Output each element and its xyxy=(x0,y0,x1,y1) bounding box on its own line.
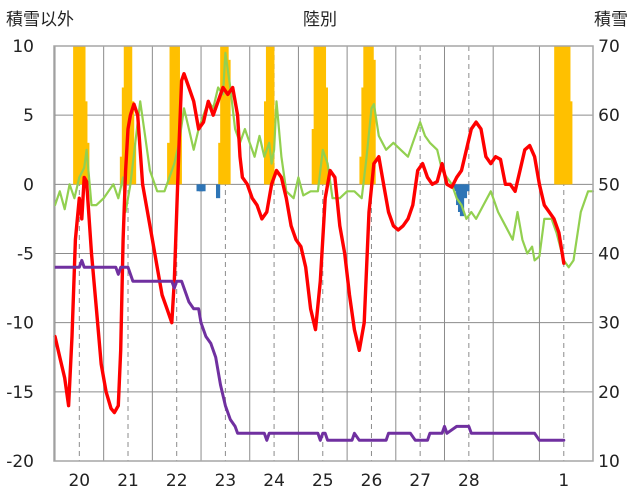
y-tick-label-right: 40 xyxy=(598,245,620,265)
precipitation-bar xyxy=(201,184,206,192)
y-tick-label-left: -10 xyxy=(6,314,34,334)
wind-line xyxy=(53,51,595,269)
precipitation-bar xyxy=(215,184,221,199)
precipitation-bar xyxy=(459,184,465,217)
x-tick-label: 1 xyxy=(558,471,569,491)
plot-frame xyxy=(53,45,594,462)
sunshine-bar xyxy=(371,59,376,185)
y-tick-label-right: 50 xyxy=(598,175,620,195)
sunshine-bar xyxy=(167,142,172,185)
precipitation-bar xyxy=(453,184,458,192)
y-tick-label-left: 5 xyxy=(23,106,34,126)
y-tick-label-left: 0 xyxy=(23,175,34,195)
y-tick-label-left: -5 xyxy=(17,245,34,265)
x-tick-label: 22 xyxy=(166,471,188,491)
temperature-line xyxy=(53,72,566,415)
y-tick-label-left: -15 xyxy=(6,383,34,403)
chart-title: 陸別 xyxy=(303,10,337,30)
x-tick-label: 23 xyxy=(215,471,237,491)
x-tick-label: 20 xyxy=(68,471,90,491)
sunshine-bar xyxy=(323,87,328,185)
y-tick-label-right: 30 xyxy=(598,314,620,334)
x-tick-label: 26 xyxy=(361,471,383,491)
x-tick-label: 28 xyxy=(458,471,480,491)
y-tick-label-right: 20 xyxy=(598,383,620,403)
y-tick-label-right: 60 xyxy=(598,106,620,126)
right-axis-title: 積雪 xyxy=(594,10,628,30)
precipitation-bar xyxy=(462,184,468,199)
x-tick-label: 21 xyxy=(117,471,139,491)
x-tick-label: 24 xyxy=(263,471,285,491)
y-tick-label-right: 10 xyxy=(598,452,620,472)
x-tick-label: 27 xyxy=(409,471,431,491)
sunshine-bar xyxy=(226,59,231,185)
left-axis-title: 積雪以外 xyxy=(6,10,74,30)
precipitation-bar xyxy=(198,184,204,192)
y-tick-label-left: 10 xyxy=(12,37,34,57)
x-tick-label: 25 xyxy=(312,471,334,491)
y-tick-label-left: -20 xyxy=(6,452,34,472)
precipitation-bar xyxy=(196,184,201,192)
snow-line xyxy=(53,258,566,442)
y-tick-label-right: 70 xyxy=(598,37,620,57)
precipitation-bar xyxy=(465,184,470,192)
sunshine-bar xyxy=(567,101,573,185)
sunshine-bar xyxy=(269,46,275,185)
